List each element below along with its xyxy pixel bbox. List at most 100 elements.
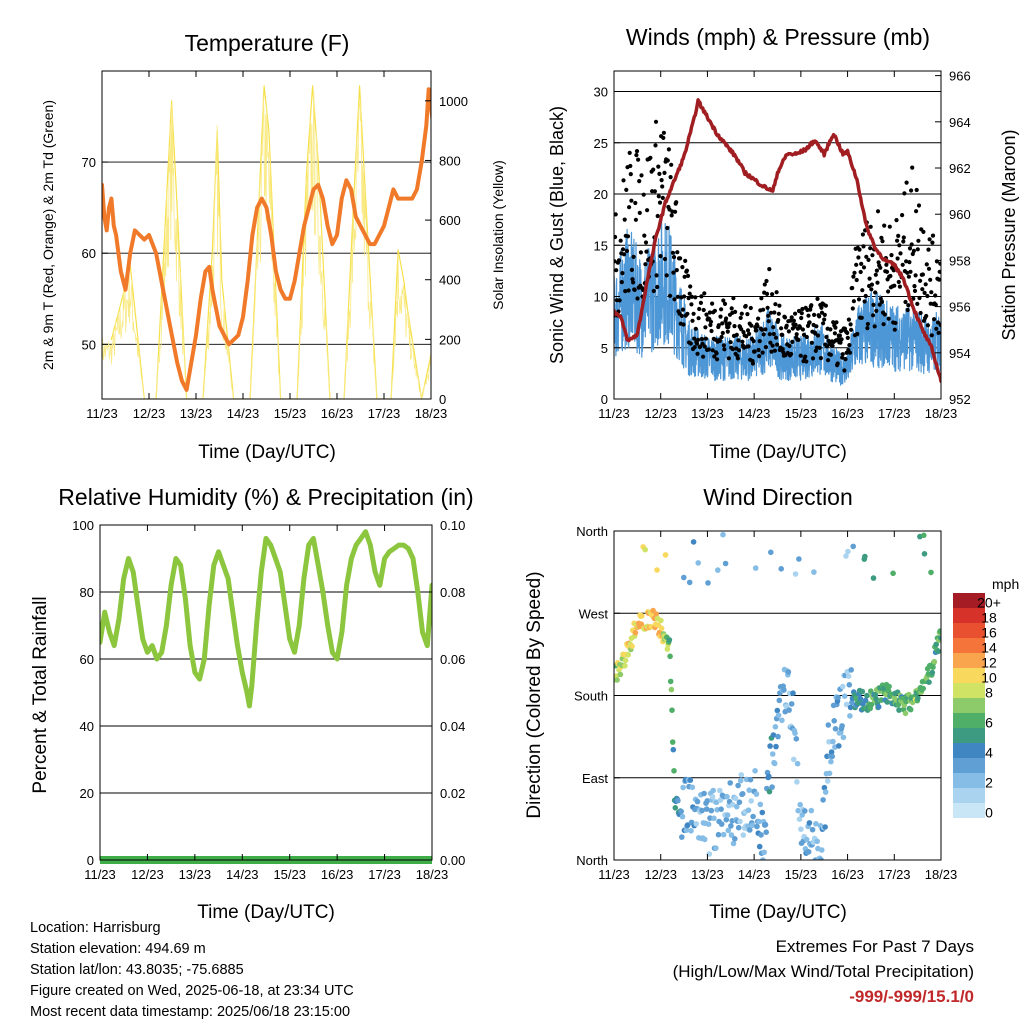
gust-point (766, 313, 771, 318)
direction-xtick-label: 17/23 (878, 867, 911, 882)
direction-point (672, 805, 679, 811)
gust-point (672, 297, 677, 302)
gust-point (877, 302, 882, 307)
gust-point (643, 240, 649, 245)
direction-point (748, 798, 754, 804)
gust-point (665, 225, 670, 231)
gust-point (674, 268, 679, 273)
direction-point (667, 653, 673, 660)
humidity-xtick-label: 17/23 (368, 867, 401, 882)
direction-point (695, 560, 701, 566)
gust-point (621, 178, 626, 183)
sonic-wind-line (614, 213, 941, 386)
gust-point (632, 287, 637, 292)
direction-point (772, 724, 779, 730)
gust-point (724, 316, 729, 321)
gust-point (770, 343, 775, 348)
gust-point (824, 344, 830, 349)
gust-point (736, 348, 742, 353)
gust-point (935, 320, 941, 325)
gust-point (857, 247, 862, 252)
gust-point (889, 253, 894, 258)
gust-point (774, 290, 779, 295)
gust-point (680, 265, 685, 270)
direction-point (811, 569, 817, 575)
direction-xtick-label: 11/23 (598, 867, 630, 882)
direction-point (711, 815, 717, 822)
gust-point (924, 313, 929, 319)
direction-point (785, 669, 792, 675)
gust-point (773, 335, 779, 340)
gust-point (839, 337, 844, 342)
direction-point (778, 566, 784, 572)
humidity-axes: 0 20 40 60 80 100 0.00 0.02 0.04 0.06 0.08 0.10 11/2… (72, 518, 465, 882)
direction-point (658, 617, 664, 624)
direction-point (843, 701, 850, 708)
direction-point (720, 531, 726, 538)
gust-point (800, 327, 806, 332)
speed-legend-swatch (953, 788, 985, 803)
direction-point (868, 701, 875, 708)
gust-point (767, 332, 772, 337)
gust-point (933, 293, 938, 298)
gust-point (768, 340, 773, 345)
gust-point (664, 273, 669, 278)
gust-point (888, 273, 893, 279)
gust-point (623, 289, 628, 294)
direction-point (679, 813, 686, 820)
gust-point (669, 213, 674, 218)
gust-point (878, 296, 883, 301)
direction-point (653, 611, 660, 617)
gust-point (902, 191, 907, 196)
gust-point (904, 180, 909, 185)
gust-point (766, 319, 771, 324)
gust-point (818, 356, 824, 361)
gust-point (637, 210, 642, 215)
winds-y2label: Station Pressure (Maroon) (999, 129, 1019, 340)
gust-point (721, 343, 727, 348)
gust-point (624, 248, 630, 253)
winds-pressure-panel: Winds (mph) & Pressure (mb) 0 5 10 15 20 25 30… (547, 24, 1019, 463)
gust-point (671, 270, 676, 275)
gust-point (819, 305, 824, 310)
gust-point (680, 307, 686, 312)
gust-point (738, 315, 743, 320)
gust-point (817, 345, 822, 350)
direction-point (779, 717, 785, 724)
gust-point (727, 321, 732, 326)
direction-point (873, 696, 879, 702)
gust-point (726, 324, 731, 330)
gust-point (898, 251, 903, 256)
gust-point (897, 284, 903, 289)
direction-point (713, 845, 719, 851)
winds-y2tick-label: 960 (949, 207, 971, 222)
direction-point (796, 816, 803, 822)
gust-point (708, 322, 713, 328)
winds-xtick-label: 18/23 (925, 406, 958, 421)
gust-point (769, 349, 774, 354)
gust-point (660, 195, 665, 200)
speed-legend-swatch (953, 713, 985, 728)
direction-point (723, 816, 730, 823)
direction-point (822, 824, 828, 830)
gust-point (734, 332, 739, 337)
direction-ylabel: Direction (Colored By Speed) (524, 571, 545, 818)
gust-point (681, 322, 686, 327)
direction-point (928, 569, 934, 576)
gust-point (741, 330, 746, 335)
gust-point (692, 336, 697, 341)
speed-legend-swatch (953, 593, 985, 608)
gust-point (665, 158, 670, 163)
direction-point (701, 836, 708, 843)
gust-point (840, 355, 845, 360)
direction-xtick-label: 14/23 (738, 867, 771, 882)
direction-point (797, 801, 803, 808)
direction-point (814, 838, 820, 845)
gust-point (850, 306, 855, 311)
direction-point (678, 808, 684, 815)
gust-point (687, 291, 692, 296)
gust-point (683, 258, 688, 263)
gust-point (755, 324, 760, 329)
gust-point (719, 307, 724, 312)
winds-ytick-label: 25 (594, 136, 608, 151)
